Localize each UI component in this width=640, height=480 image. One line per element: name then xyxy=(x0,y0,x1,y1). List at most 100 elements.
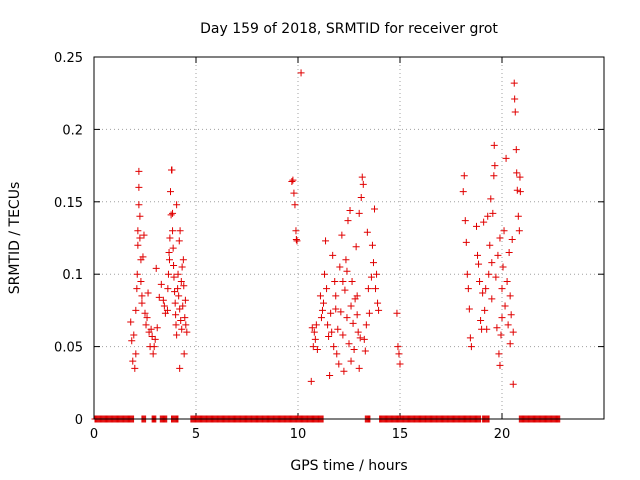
data-point xyxy=(321,270,329,278)
data-point xyxy=(482,285,490,293)
data-point xyxy=(326,372,334,380)
data-point xyxy=(359,180,367,188)
x-tick-label: 20 xyxy=(494,427,511,442)
data-point xyxy=(360,335,368,343)
x-tick-label: 15 xyxy=(392,427,409,442)
data-point xyxy=(337,308,345,316)
data-point xyxy=(505,248,513,256)
data-point xyxy=(164,270,172,278)
data-point xyxy=(174,285,182,293)
data-point xyxy=(182,321,190,329)
data-point xyxy=(178,325,186,333)
data-point xyxy=(293,237,301,245)
data-point xyxy=(488,259,496,267)
data-point xyxy=(166,234,174,242)
data-point xyxy=(179,256,187,264)
data-point xyxy=(349,319,357,327)
data-point xyxy=(371,205,378,213)
data-point xyxy=(464,285,472,293)
data-point xyxy=(395,350,403,358)
data-point xyxy=(137,277,145,285)
data-point xyxy=(177,317,185,325)
data-point xyxy=(343,267,351,275)
data-point xyxy=(173,201,181,209)
y-tick-label: 0.25 xyxy=(54,51,83,66)
data-point xyxy=(144,289,152,297)
data-point xyxy=(483,325,491,333)
data-point xyxy=(500,227,508,235)
data-point xyxy=(127,318,135,326)
data-point xyxy=(498,314,506,322)
data-point xyxy=(340,367,348,375)
data-point xyxy=(165,248,173,256)
data-point xyxy=(292,227,300,235)
data-point xyxy=(511,108,519,116)
data-point xyxy=(461,217,469,225)
data-point xyxy=(339,277,347,285)
data-point xyxy=(331,277,339,285)
data-point xyxy=(133,285,141,293)
data-point xyxy=(495,350,503,358)
data-point xyxy=(153,324,161,332)
data-point xyxy=(368,241,376,249)
data-point xyxy=(504,321,512,329)
data-point xyxy=(171,299,179,307)
chart-title: Day 159 of 2018, SRMTID for receiver gro… xyxy=(200,21,498,37)
data-point xyxy=(310,328,318,336)
data-point xyxy=(169,209,177,217)
data-point xyxy=(131,364,139,372)
data-point xyxy=(343,314,351,322)
data-point xyxy=(163,306,171,314)
data-point xyxy=(476,277,484,285)
data-point xyxy=(507,311,515,319)
data-point xyxy=(132,350,140,358)
data-point xyxy=(357,193,365,201)
data-point xyxy=(499,263,507,271)
data-point xyxy=(175,237,183,245)
x-tick-label: 10 xyxy=(290,427,307,442)
data-point xyxy=(151,335,159,343)
y-tick-label: 0.05 xyxy=(54,341,83,356)
data-point xyxy=(372,285,380,293)
data-point xyxy=(510,79,518,87)
data-point xyxy=(336,263,344,271)
axis-ticks: 0 5 10 15 20 0 0.05 0.1 0.15 0.2 0.25 xyxy=(54,51,604,442)
data-point xyxy=(289,176,297,184)
data-point xyxy=(506,340,514,348)
data-point xyxy=(475,260,483,268)
data-point xyxy=(479,289,487,297)
data-point xyxy=(167,188,174,196)
data-point xyxy=(288,178,296,186)
data-point xyxy=(128,337,136,345)
data-point xyxy=(309,343,317,351)
data-point xyxy=(164,285,172,293)
data-point xyxy=(180,350,188,358)
data-point xyxy=(335,360,343,368)
data-point xyxy=(183,328,191,336)
data-point xyxy=(513,169,521,177)
data-point xyxy=(178,263,186,271)
data-point xyxy=(141,309,149,317)
data-point xyxy=(157,280,165,288)
data-point xyxy=(291,201,299,209)
data-point xyxy=(155,293,163,301)
data-point xyxy=(169,227,177,235)
data-point xyxy=(149,350,157,358)
y-tick-label: 0 xyxy=(75,413,83,428)
data-point xyxy=(168,166,176,174)
data-point xyxy=(135,167,143,175)
data-point xyxy=(474,251,482,259)
data-point xyxy=(355,364,363,372)
data-point xyxy=(356,334,364,342)
data-point xyxy=(506,292,514,300)
data-point xyxy=(515,227,523,235)
data-point xyxy=(494,251,502,259)
data-point xyxy=(330,343,338,351)
data-point xyxy=(462,238,470,246)
data-point xyxy=(173,331,181,339)
data-point xyxy=(512,146,520,154)
data-point xyxy=(477,317,485,325)
data-point xyxy=(502,154,510,162)
data-point xyxy=(501,302,509,310)
